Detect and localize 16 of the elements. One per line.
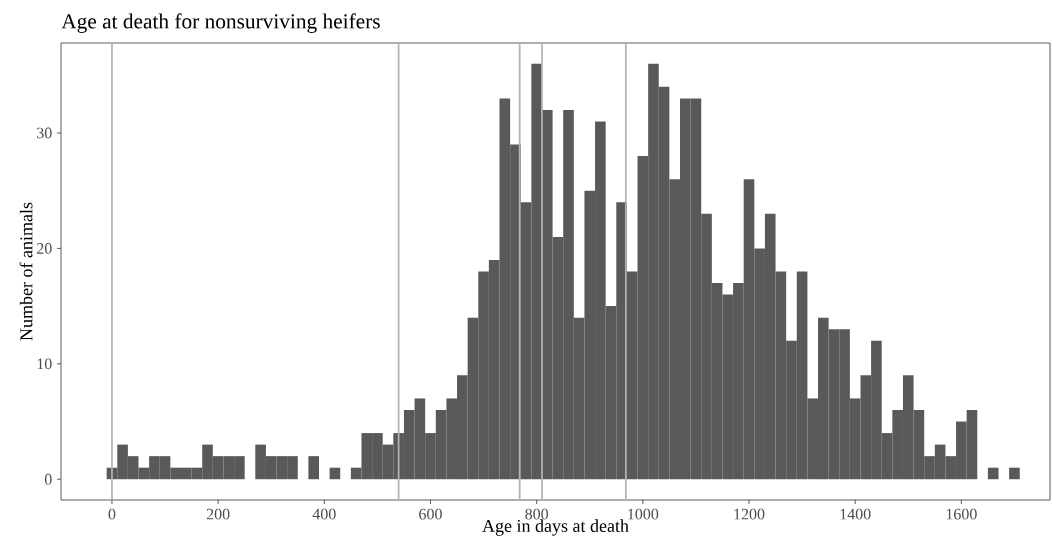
x-tick-label: 1000 — [628, 508, 659, 520]
x-tick-label: 400 — [312, 508, 336, 520]
chart-title: Age at death for nonsurviving heifers — [61, 13, 380, 33]
x-axis-title: Age in days at death — [482, 519, 629, 536]
y-axis-title: Number of animals — [19, 202, 33, 341]
y-tick-label: 30 — [37, 127, 52, 139]
x-tick-label: 1200 — [734, 508, 765, 520]
x-tick-label: 200 — [206, 508, 230, 520]
x-tick-label: 1600 — [946, 508, 977, 520]
y-tick-label: 0 — [44, 473, 52, 485]
x-tick-label: 800 — [525, 508, 549, 520]
y-tick-label: 10 — [37, 358, 52, 370]
x-tick-label: 600 — [419, 508, 442, 520]
y-tick-label: 20 — [37, 243, 52, 254]
x-tick-label: 1400 — [840, 508, 871, 520]
x-tick-label: 0 — [108, 508, 116, 520]
